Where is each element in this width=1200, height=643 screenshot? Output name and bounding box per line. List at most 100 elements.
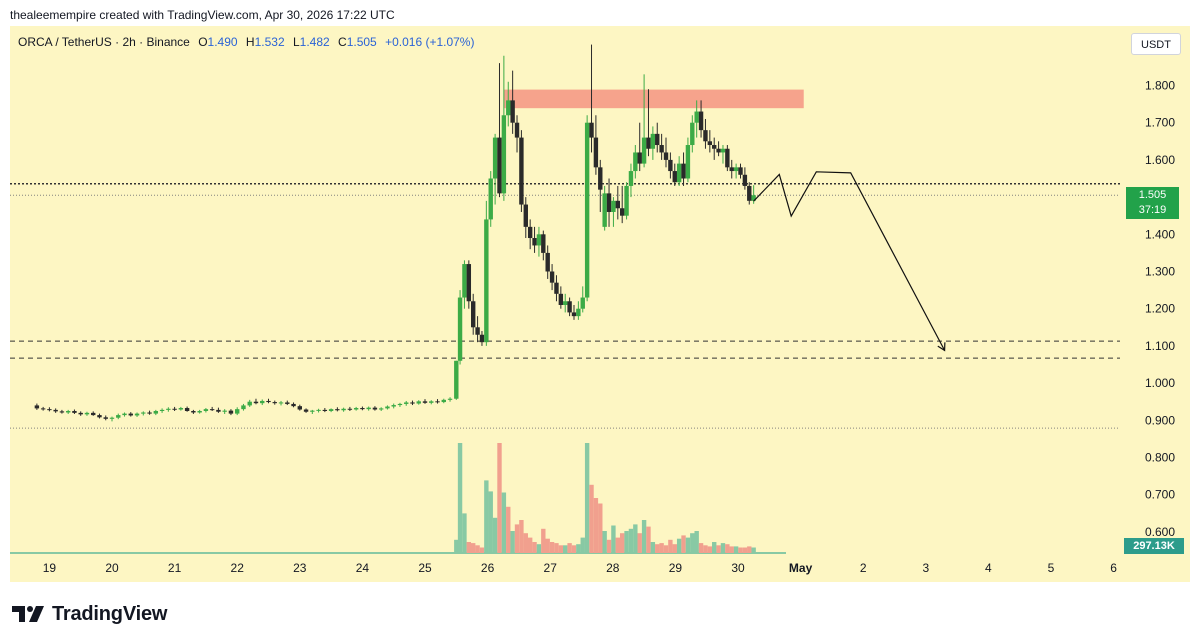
candle-body (567, 301, 572, 313)
candle-body (40, 408, 46, 410)
x-tick-label: 24 (356, 561, 370, 575)
candle-body (291, 403, 296, 407)
volume-bar (633, 524, 638, 553)
candle-body (663, 152, 669, 160)
volume-bar (707, 546, 713, 553)
candle-body (422, 401, 428, 403)
x-tick-label: 3 (922, 561, 929, 575)
candle-body (615, 200, 621, 209)
candle-body (690, 122, 695, 146)
candle-body (457, 297, 463, 361)
volume-bar (628, 528, 634, 553)
x-tick-label: 6 (1110, 561, 1117, 575)
y-tick-label: 0.600 (1145, 525, 1175, 539)
candle-body (729, 167, 734, 172)
candle-body (441, 399, 446, 403)
projection-path (753, 171, 946, 352)
x-tick-label: 5 (1048, 561, 1055, 575)
volume-bar (563, 545, 568, 553)
candle-body (606, 193, 612, 212)
volume-bar (655, 544, 660, 553)
chart-area[interactable]: 1.800 1.700 1.600 1.400 1.300 1.200 1.100 1.000… (10, 26, 1190, 582)
candle-body (716, 148, 721, 153)
tradingview-logo-icon (12, 606, 44, 622)
volume-bar (747, 546, 752, 553)
candle-body (747, 185, 752, 201)
volume-bar (598, 503, 603, 553)
candle-body (580, 297, 585, 309)
candle-body (484, 219, 489, 343)
candle-body (203, 409, 209, 411)
candle-body (253, 401, 259, 404)
candle-body (366, 407, 371, 410)
candle-body (523, 204, 528, 227)
y-tick-label: 1.400 (1145, 227, 1175, 241)
volume-bar (584, 443, 590, 553)
candle-body (676, 163, 682, 183)
candle-body (335, 409, 340, 411)
candle-body (655, 133, 660, 146)
candle-body (184, 408, 190, 411)
candle-body (506, 100, 511, 116)
candle-body (672, 171, 677, 183)
candle-body (668, 159, 673, 172)
candle-body (681, 163, 686, 179)
candle-body (519, 137, 524, 205)
candle-body (316, 409, 321, 411)
candle-body (720, 148, 726, 153)
volume-bar (712, 542, 717, 553)
candle-body (479, 334, 485, 343)
y-tick-label: 0.900 (1145, 413, 1175, 427)
candle-body (637, 152, 642, 164)
candle-body (285, 402, 290, 404)
candle-body (536, 234, 542, 246)
candle-body (410, 402, 415, 404)
symbol-legend: ORCA / TetherUS · 2h · Binance O1.490 H1… (18, 35, 474, 49)
candle-body (47, 409, 52, 411)
candle-body (84, 412, 90, 415)
volume-bar (519, 520, 524, 553)
volume-bar (681, 535, 686, 553)
candle-body (153, 411, 159, 414)
candle-body (628, 171, 634, 186)
y-tick-label: 1.000 (1145, 376, 1175, 390)
volume-bar (527, 537, 533, 553)
candle-body (247, 401, 252, 406)
candle-body (191, 411, 196, 413)
volume-bar (576, 544, 581, 553)
candle-body (34, 405, 40, 409)
resistance-zone (503, 89, 804, 109)
volume-bar (471, 543, 476, 553)
candle-body (116, 415, 121, 418)
bar-countdown: 37:19 (1138, 204, 1167, 216)
candle-body (353, 408, 359, 410)
x-tick-label: 26 (481, 561, 495, 575)
candle-body (360, 408, 365, 410)
candle-body (532, 238, 537, 246)
candle-body (435, 401, 440, 403)
price-chart[interactable]: 1.800 1.700 1.600 1.400 1.300 1.200 1.100 1.000… (10, 26, 1190, 582)
candle-body (172, 408, 177, 410)
volume-bar (488, 491, 493, 553)
low-value: 1.482 (299, 35, 330, 49)
x-tick-label: 27 (544, 561, 558, 575)
candle-body (178, 408, 184, 410)
candle-body (703, 130, 708, 142)
candle-body (147, 412, 152, 414)
volume-bar (729, 546, 734, 553)
tradingview-logo[interactable]: TradingView (12, 600, 167, 628)
volume-bar (646, 526, 651, 553)
currency-button[interactable]: USDT (1131, 33, 1181, 55)
candle-body (297, 406, 302, 410)
candle-body (385, 406, 390, 409)
volume-bar (541, 528, 546, 553)
candle-body (347, 408, 353, 410)
volume-bar (497, 443, 502, 553)
candle-body (378, 408, 384, 410)
volume-bar (523, 533, 528, 553)
candle-body (501, 115, 507, 194)
x-tick-label: 23 (293, 561, 307, 575)
volume-bar (619, 533, 625, 553)
candle-body (650, 133, 656, 149)
candle-body (576, 308, 581, 317)
